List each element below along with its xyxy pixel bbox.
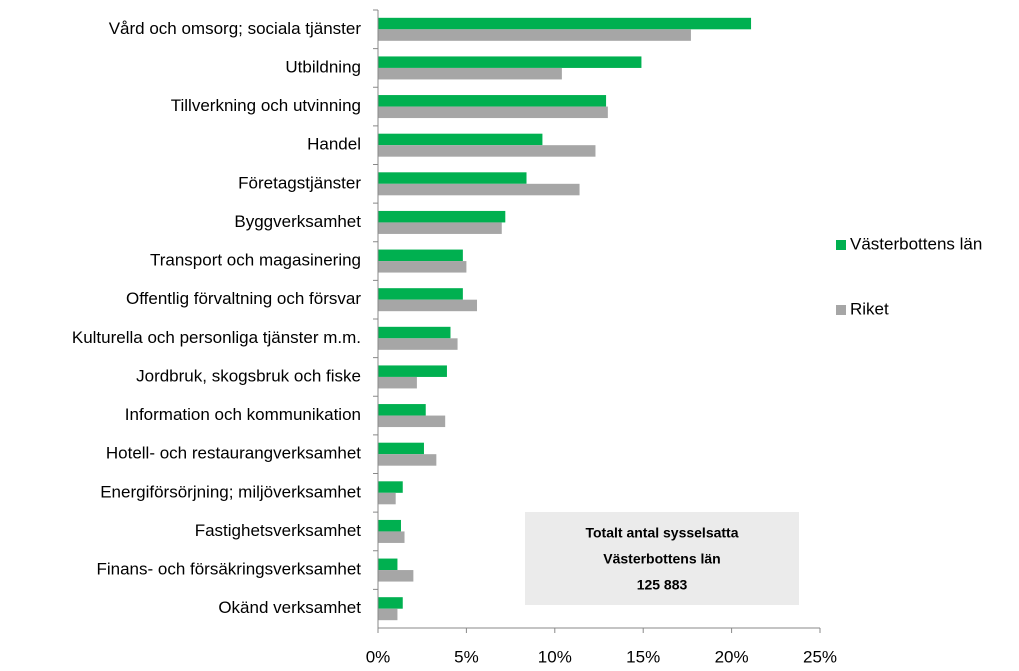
bar (378, 210, 506, 223)
annotation-line: Västerbottens län (603, 551, 720, 567)
y-tick-label: Energiförsörjning; miljöverksamhet (100, 482, 361, 501)
bar (378, 570, 414, 582)
bar (378, 531, 405, 543)
bar (378, 299, 478, 312)
bar (378, 56, 642, 68)
bar (378, 376, 417, 389)
y-tick-label: Finans- och försäkringsverksamhet (96, 560, 361, 579)
y-tick-label: Handel (307, 135, 361, 154)
bar (378, 442, 424, 455)
y-tick-label: Utbildning (285, 57, 361, 76)
legend-swatch (836, 305, 846, 315)
x-tick-label: 25% (803, 647, 837, 666)
bar (378, 338, 458, 350)
bar (378, 492, 396, 505)
bar (378, 17, 752, 30)
bar (378, 519, 401, 532)
bar (378, 29, 691, 41)
y-tick-label: Företagstjänster (238, 173, 361, 192)
y-tick-label: Okänd verksamhet (218, 598, 361, 617)
bar (378, 95, 607, 107)
annotation-line: Totalt antal sysselsatta (585, 525, 738, 541)
x-tick-label: 5% (454, 647, 479, 666)
bar (378, 172, 527, 184)
bar (378, 133, 543, 146)
bar (378, 481, 403, 493)
annotation-box: Totalt antal sysselsatta Västerbottens l… (525, 512, 799, 605)
legend-label: Riket (850, 299, 889, 318)
bar (378, 249, 463, 262)
x-tick-label: 10% (538, 647, 572, 666)
bar (378, 608, 398, 621)
x-tick-label: 0% (366, 647, 391, 666)
bar (378, 404, 426, 416)
y-tick-label: Fastighetsverksamhet (195, 521, 362, 540)
bar (378, 558, 398, 571)
bar (378, 261, 467, 273)
y-tick-label: Information och kommunikation (125, 405, 361, 424)
y-tick-label: Kulturella och personliga tjänster m.m. (72, 328, 361, 347)
annotation-background (525, 512, 799, 605)
bar (378, 106, 608, 119)
bar (378, 365, 447, 377)
bar (378, 288, 463, 300)
bar (378, 326, 451, 339)
y-tick-label: Transport och magasinering (150, 251, 361, 270)
y-tick-label: Offentlig förvaltning och försvar (126, 289, 361, 308)
y-tick-label: Vård och omsorg; sociala tjänster (109, 19, 362, 38)
x-tick-label: 20% (715, 647, 749, 666)
bar (378, 454, 437, 466)
y-tick-label: Hotell- och restaurangverksamhet (106, 444, 361, 463)
x-tick-label: 15% (626, 647, 660, 666)
bar (378, 415, 446, 428)
y-tick-label: Tillverkning och utvinning (171, 96, 361, 115)
y-tick-label: Jordbruk, skogsbruk och fiske (136, 366, 361, 385)
legend-label: Västerbottens län (850, 234, 982, 253)
y-tick-label: Byggverksamhet (234, 212, 361, 231)
bar (378, 183, 580, 196)
legend-swatch (836, 240, 846, 250)
annotation-line: 125 883 (637, 577, 688, 593)
bar (378, 67, 562, 80)
bar (378, 597, 403, 609)
bar (378, 145, 596, 157)
bar (378, 222, 502, 234)
